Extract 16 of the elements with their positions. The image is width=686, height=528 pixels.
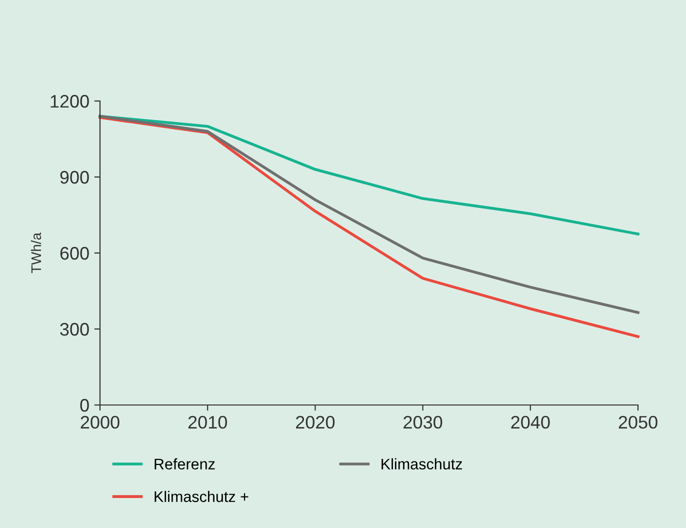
y-tick-label: 900 (60, 170, 89, 184)
x-tick-label: 2020 (296, 416, 335, 429)
legend-label: Klimaschutz (382, 458, 462, 470)
x-tick-label: 2010 (188, 416, 227, 429)
y-tick-label: 0 (80, 398, 89, 412)
line-series (98, 114, 640, 236)
legend-label: Referenz (154, 458, 215, 470)
x-tick-label: 2050 (618, 416, 658, 429)
legend-label: Klimaschutz + (154, 490, 248, 502)
y-tick-label: 600 (60, 246, 89, 260)
y-tick-label: 1200 (50, 94, 89, 108)
x-tick-label: 2000 (80, 416, 120, 429)
y-tick-label: 300 (60, 322, 89, 336)
y-axis-title: TWh/a (30, 232, 42, 274)
x-tick-label: 2040 (511, 416, 550, 429)
x-tick-label: 2030 (404, 416, 442, 429)
